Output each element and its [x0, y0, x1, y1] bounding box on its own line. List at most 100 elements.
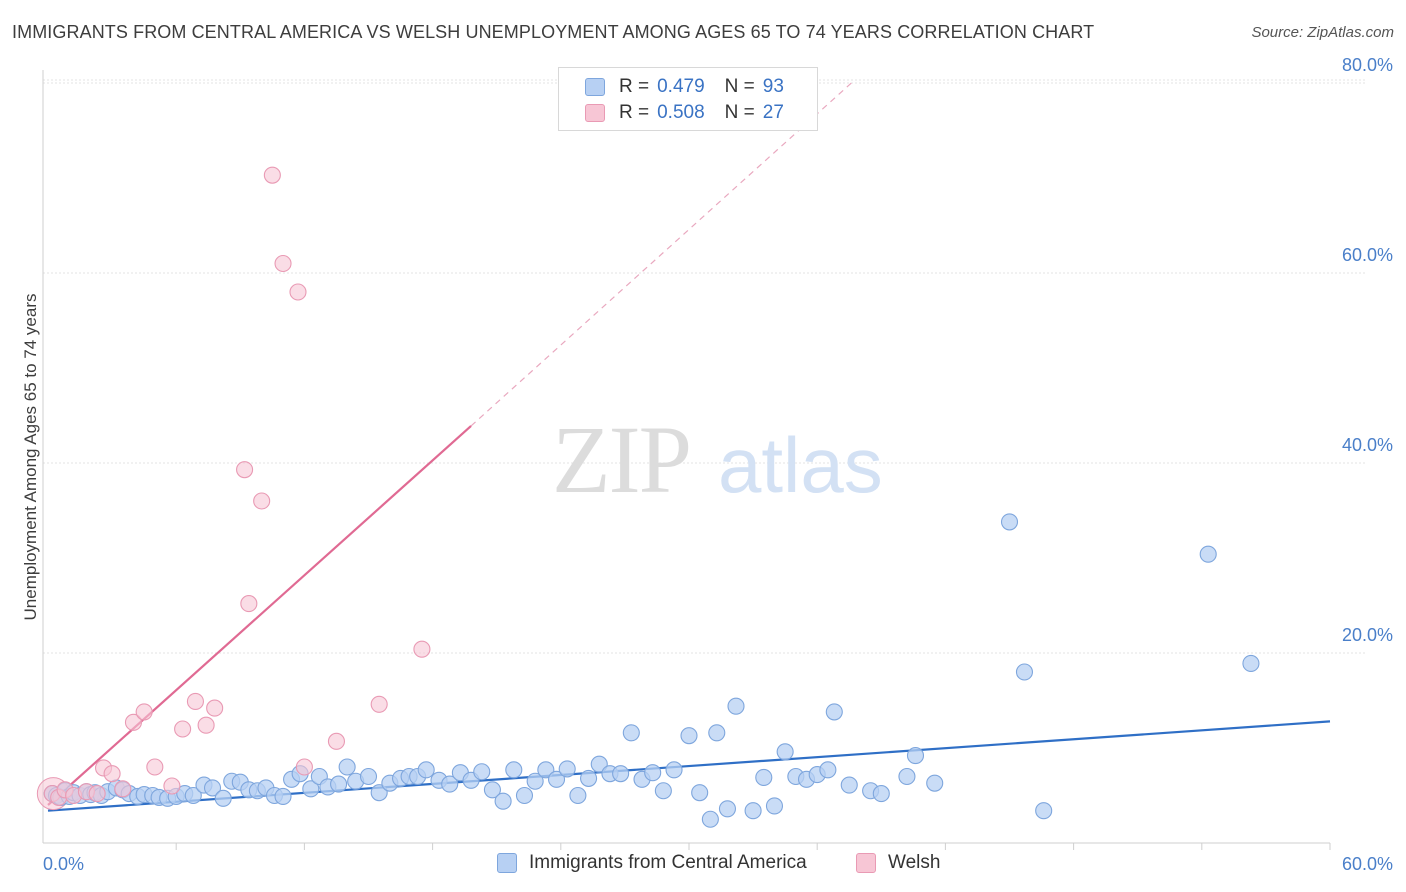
trend-line-welsh	[47, 425, 472, 806]
data-point-central-america	[622, 724, 640, 742]
data-point-welsh	[124, 713, 143, 731]
data-point-welsh	[206, 699, 224, 717]
legend-label-welsh: Welsh	[888, 852, 941, 873]
data-point-welsh	[295, 758, 313, 776]
data-point-central-america	[494, 792, 512, 810]
data-point-central-america	[680, 727, 698, 745]
data-point-central-america	[1015, 663, 1034, 681]
data-point-welsh	[163, 777, 181, 795]
data-point-central-america	[580, 769, 598, 787]
series-legend: Immigrants from Central America Welsh	[0, 852, 1406, 878]
legend-swatch-blue	[585, 78, 605, 96]
data-point-central-america	[744, 802, 762, 820]
data-point-central-america	[590, 755, 608, 773]
data-point-central-america	[184, 786, 202, 805]
data-point-central-america	[359, 767, 378, 786]
legend-item-central-america[interactable]: Immigrants from Central America	[497, 852, 807, 874]
data-point-central-america	[819, 761, 837, 779]
data-point-welsh	[197, 716, 215, 734]
data-point-central-america	[1035, 802, 1053, 820]
data-point-central-america	[1199, 545, 1217, 563]
legend-r-value: 0.508	[657, 102, 705, 123]
axes	[42, 70, 1330, 844]
data-points	[36, 166, 1260, 828]
data-point-central-america	[840, 776, 858, 794]
data-point-central-america	[274, 787, 292, 806]
data-point-welsh	[289, 283, 307, 301]
data-point-welsh	[114, 780, 132, 798]
data-point-central-america	[505, 761, 523, 779]
data-point-central-america	[417, 761, 435, 779]
legend-n-value: 27	[762, 102, 784, 123]
data-point-central-america	[302, 780, 320, 798]
data-point-welsh	[88, 785, 106, 803]
y-axis-label: Unemployment Among Ages 65 to 74 years	[21, 294, 40, 621]
data-point-central-america	[926, 774, 944, 792]
data-point-central-america	[898, 767, 916, 786]
y-tick-label: 40.0%	[1342, 435, 1393, 455]
data-point-welsh	[174, 720, 192, 738]
watermark-zip: ZIP	[552, 406, 690, 513]
data-point-central-america	[483, 781, 501, 799]
legend-r-label: R =	[619, 76, 650, 97]
data-point-central-america	[691, 784, 709, 802]
data-point-central-america	[330, 775, 348, 793]
data-point-central-america	[825, 703, 843, 721]
data-point-central-america	[203, 779, 222, 797]
legend-swatch-blue	[497, 853, 517, 873]
legend-row-welsh: R = 0.508 N = 27	[585, 101, 784, 125]
data-point-central-america	[441, 775, 459, 793]
data-point-welsh	[253, 492, 271, 510]
watermark: ZIP atlas	[552, 406, 883, 513]
data-point-central-america	[612, 765, 630, 783]
data-point-central-america	[569, 786, 587, 805]
data-point-central-america	[370, 784, 388, 802]
data-point-central-america	[515, 786, 534, 805]
data-point-welsh	[135, 703, 153, 721]
data-point-central-america	[473, 763, 491, 781]
data-point-central-america	[214, 789, 232, 807]
data-point-central-america	[644, 764, 662, 782]
data-point-welsh	[186, 692, 204, 711]
data-point-central-america	[558, 760, 576, 778]
data-point-central-america	[708, 724, 726, 742]
data-point-central-america	[537, 761, 555, 779]
y-tick-label: 60.0%	[1342, 245, 1393, 265]
gridlines	[43, 79, 1365, 850]
data-point-central-america	[1242, 654, 1260, 673]
legend-n-label: N =	[724, 102, 755, 123]
data-point-central-america	[776, 743, 794, 761]
chart-title: IMMIGRANTS FROM CENTRAL AMERICA VS WELSH…	[12, 22, 1095, 42]
y-tick-label: 20.0%	[1342, 625, 1393, 645]
data-point-central-america	[665, 761, 683, 779]
data-point-welsh	[146, 758, 164, 776]
data-point-central-america	[1000, 513, 1019, 531]
data-point-central-america	[872, 785, 890, 803]
legend-swatch-pink	[585, 104, 605, 122]
y-tick-label: 80.0%	[1342, 55, 1393, 75]
legend-n-label: N =	[724, 76, 755, 97]
data-point-central-america	[755, 768, 773, 787]
data-point-central-america	[547, 770, 566, 788]
data-point-central-america	[526, 772, 544, 790]
legend-item-welsh[interactable]: Welsh	[856, 852, 940, 874]
source-credit: Source: ZipAtlas.com	[1251, 24, 1394, 41]
data-point-welsh	[413, 640, 431, 658]
legend-r-label: R =	[619, 102, 650, 123]
correlation-legend: R = 0.479 N = 93 R = 0.508 N = 27	[558, 67, 818, 131]
legend-row-central-america: R = 0.479 N = 93	[585, 75, 784, 99]
data-point-welsh	[263, 166, 281, 184]
data-point-central-america	[338, 758, 356, 776]
watermark-atlas: atlas	[718, 421, 883, 509]
data-point-central-america	[906, 747, 925, 765]
legend-n-value: 93	[762, 76, 784, 97]
data-point-welsh	[274, 254, 292, 273]
x-tick-label: 60.0%	[1342, 854, 1393, 874]
data-point-welsh	[236, 461, 254, 479]
data-point-central-america	[701, 810, 719, 828]
data-point-central-america	[654, 782, 672, 800]
data-point-central-america	[765, 797, 784, 815]
data-point-welsh	[370, 695, 388, 713]
legend-swatch-pink	[856, 853, 876, 873]
